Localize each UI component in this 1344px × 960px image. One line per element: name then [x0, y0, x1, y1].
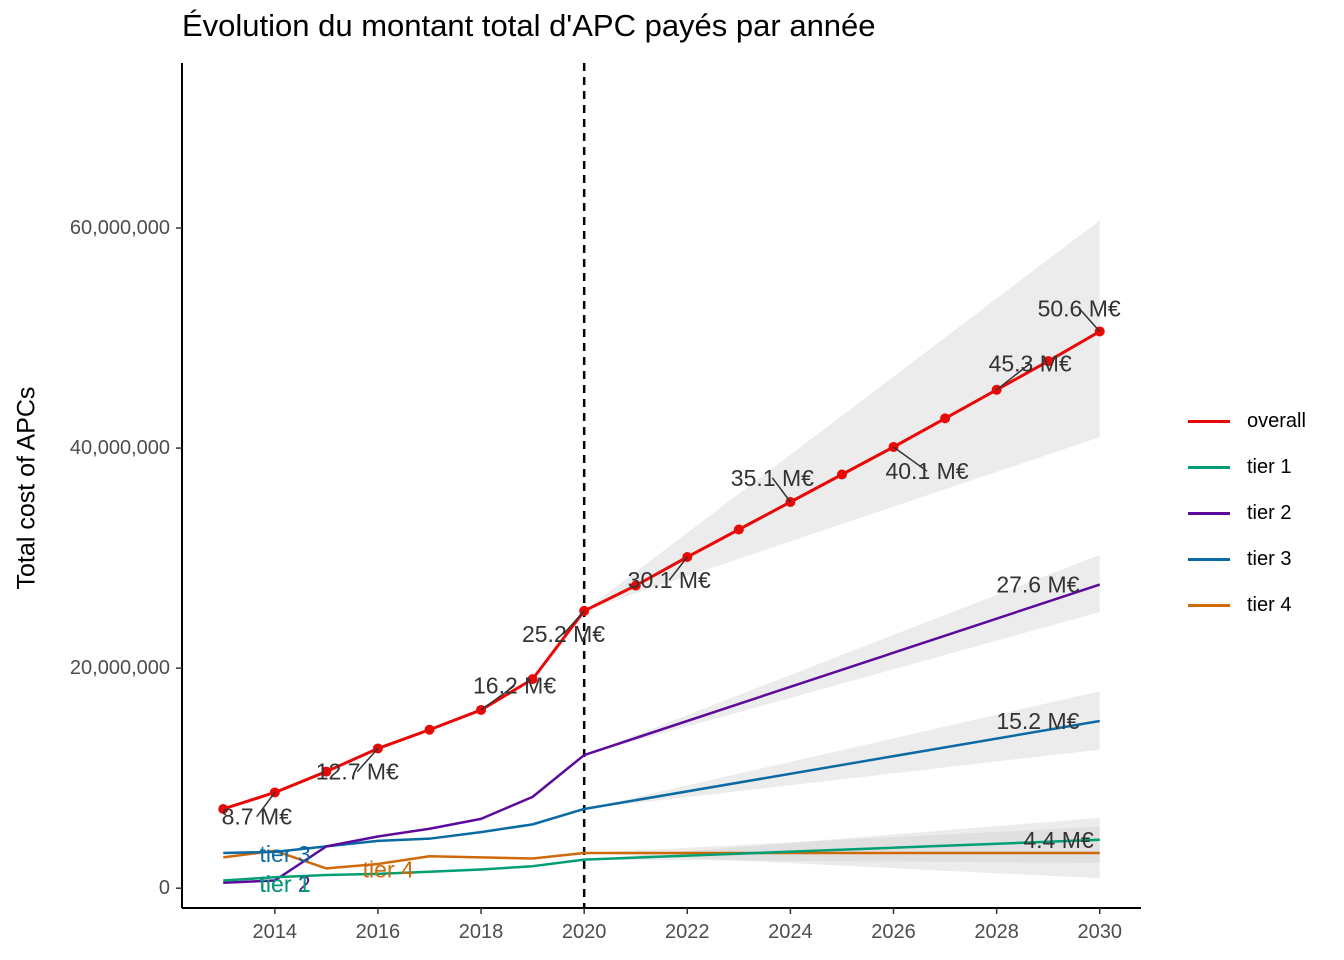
label-connector: [480, 685, 515, 711]
data-label: 15.2 M€: [996, 708, 1079, 734]
label-connectors: [256, 307, 1101, 818]
data-label: 50.6 M€: [1038, 295, 1121, 321]
legend-swatch: [1188, 557, 1230, 561]
legend-item-overall: overall: [1188, 398, 1306, 444]
legend-label: overall: [1247, 409, 1306, 432]
label-connector: [562, 610, 585, 635]
data-label: 27.6 M€: [996, 572, 1079, 598]
series-line-overall: [222, 330, 1101, 811]
legend-swatch: [1188, 603, 1230, 607]
series-line-tier-2: [223, 583, 1101, 884]
y-axis-title: Total cost of APCs: [12, 386, 41, 590]
series-line-tier-4: [223, 849, 1100, 870]
x-tick-label: 2030: [1078, 921, 1123, 943]
label-connector: [668, 556, 688, 581]
point-overall-2029: [1043, 356, 1054, 367]
x-tick-label: 2026: [871, 921, 916, 943]
series-line-tier-3: [223, 719, 1100, 855]
data-label: tier 3: [260, 841, 311, 867]
point-overall-2019: [527, 674, 538, 685]
x-axis-ticks: 2014 2016 2018 2020 2022 2024 2026 2028 2030: [253, 908, 1122, 943]
legend-swatch: [1188, 465, 1230, 469]
series-lines: [222, 330, 1101, 884]
data-label: 40.1 M€: [885, 458, 968, 484]
band-overall: [584, 220, 1100, 611]
label-connector: [893, 446, 928, 472]
label-connector: [356, 747, 379, 773]
legend-item-tier-4: tier 4: [1188, 582, 1306, 628]
label-connector: [1078, 307, 1101, 332]
y-axis-ticks: 0 20,000,000 40,000,000 60,000,000: [70, 217, 182, 899]
x-tick-label: 2018: [459, 921, 504, 943]
data-labels: 8.7 M€ 12.7 M€ 16.2 M€ 25.2 M€ 30.1 M€ 35.1 M…: [222, 295, 1121, 896]
chart-title: Évolution du montant total d'APC payés p…: [182, 8, 876, 43]
label-connector: [256, 792, 276, 818]
data-label: tier 4: [363, 856, 414, 882]
legend-swatch: [1188, 419, 1230, 423]
legend-label: tier 3: [1247, 547, 1292, 570]
data-label: 12.7 M€: [316, 759, 399, 785]
y-tick-label: 40,000,000: [70, 437, 170, 459]
point-overall-2023: [733, 524, 744, 535]
data-label: 16.2 M€: [473, 673, 556, 699]
legend-item-tier-2: tier 2: [1188, 490, 1306, 536]
data-label: 45.3 M€: [989, 350, 1072, 376]
data-label: 25.2 M€: [522, 621, 605, 647]
legend-item-tier-3: tier 3: [1188, 536, 1306, 582]
y-tick-label: 60,000,000: [70, 217, 170, 239]
point-overall-2027: [940, 413, 951, 424]
data-label: tier 2: [260, 871, 311, 897]
confidence-bands: [584, 220, 1100, 879]
x-tick-label: 2024: [768, 921, 813, 943]
legend-label: tier 4: [1247, 593, 1292, 616]
legend-label: tier 2: [1247, 501, 1292, 524]
axes: 2014 2016 2018 2020 2022 2024 2026 2028 2030 0 20…: [70, 63, 1141, 943]
point-overall-2013: [218, 803, 229, 814]
x-tick-label: 2016: [356, 921, 401, 943]
data-label: 35.1 M€: [731, 465, 814, 491]
x-tick-label: 2028: [974, 921, 1019, 943]
legend-item-tier-1: tier 1: [1188, 444, 1306, 490]
data-label: 8.7 M€: [222, 804, 293, 830]
legend-swatch: [1188, 511, 1230, 515]
series-line-tier-1: [223, 838, 1100, 882]
point-overall-2025: [836, 469, 847, 480]
band-tier-2: [584, 554, 1100, 756]
y-tick-label: 20,000,000: [70, 657, 170, 679]
point-overall-2017: [424, 724, 435, 735]
point-overall-2021: [630, 580, 641, 591]
data-label: 4.4 M€: [1023, 827, 1094, 853]
x-tick-label: 2022: [665, 921, 710, 943]
band-tier-3: [584, 691, 1100, 809]
legend: overall tier 1 tier 2 tier 3 tier 4: [1188, 398, 1306, 628]
y-tick-label: 0: [159, 877, 170, 899]
point-overall-2015: [321, 766, 332, 777]
data-label: 30.1 M€: [628, 567, 711, 593]
legend-label: tier 1: [1247, 455, 1292, 478]
data-label: tier 1: [260, 871, 311, 897]
label-connector: [771, 477, 791, 503]
band-tier-1: [584, 817, 1100, 863]
x-tick-label: 2014: [253, 921, 298, 943]
x-tick-label: 2020: [562, 921, 607, 943]
label-connector: [996, 362, 1031, 391]
